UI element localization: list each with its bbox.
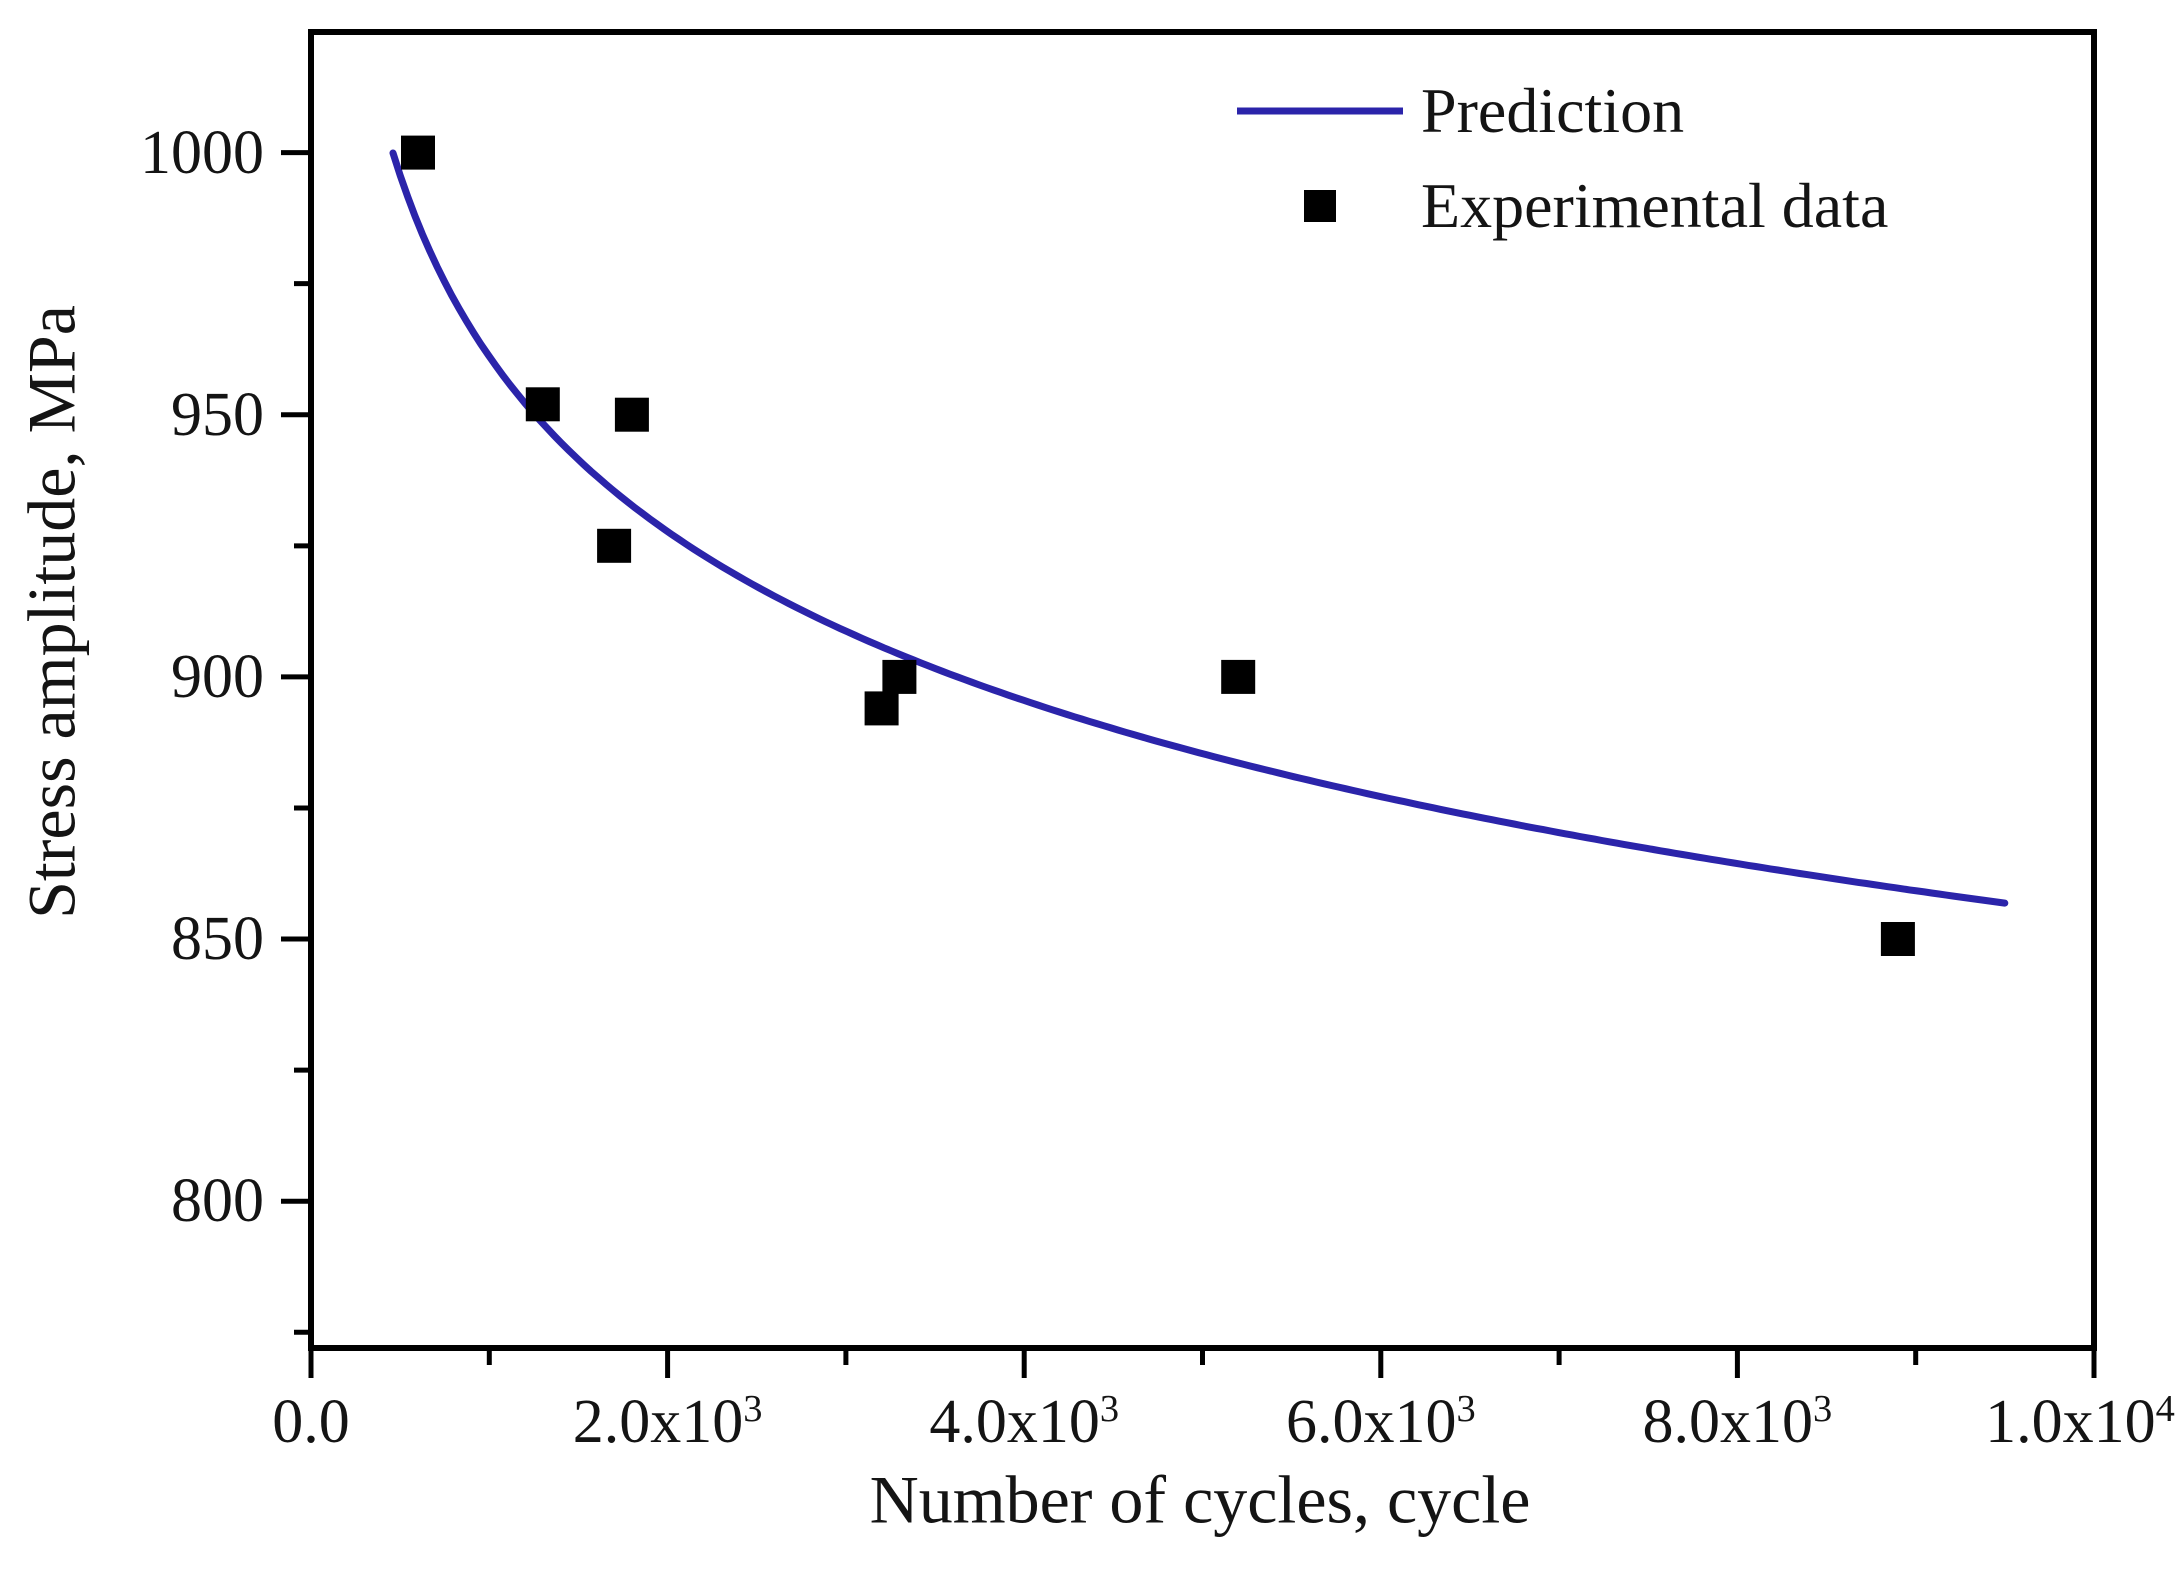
experimental-point [1221, 659, 1256, 694]
x-tick-label-text: 8.0x10 [1642, 1388, 1814, 1456]
legend-label-experimental: Experimental data [1421, 169, 1889, 241]
x-tick-label: 8.0x103 [1537, 1386, 1937, 1458]
experimental-point [1880, 922, 1915, 956]
experimental-point [882, 659, 917, 694]
y-tick-label: 900 [171, 642, 264, 711]
x-tick-label-exponent: 4 [2155, 1387, 2175, 1430]
x-tick-label: 1.0x104 [1880, 1386, 2182, 1458]
x-tick-label-exponent: 3 [1099, 1387, 1120, 1430]
x-tick-label-text: 6.0x10 [1285, 1388, 1457, 1456]
x-tick-label-text: 0.0 [272, 1388, 350, 1456]
experimental-point [525, 387, 560, 422]
experimental-point [614, 397, 649, 432]
experimental-point [401, 135, 435, 170]
x-tick-label-exponent: 3 [1813, 1387, 1833, 1430]
x-tick-label-exponent: 3 [1456, 1387, 1476, 1430]
experimental-square-icon [1304, 189, 1336, 222]
y-tick-label: 1000 [140, 118, 264, 187]
x-tick-label-text: 1.0x10 [1985, 1388, 2156, 1456]
x-axis-title: Number of cycles, cycle [869, 1461, 1531, 1538]
y-axis-title: Stress amplitude, MPa [13, 305, 90, 919]
x-tick-label: 2.0x103 [468, 1386, 868, 1458]
experimental-point [864, 691, 899, 726]
x-tick-label-text: 4.0x10 [929, 1388, 1100, 1456]
x-tick-label-exponent: 3 [743, 1387, 763, 1430]
legend-label-prediction: Prediction [1421, 74, 1685, 146]
experimental-marker-swatch [1237, 189, 1403, 222]
x-tick-label-text: 2.0x10 [572, 1388, 744, 1456]
y-tick-label: 850 [171, 905, 264, 974]
experimental-point [597, 528, 632, 563]
prediction-line-icon [1237, 107, 1403, 114]
y-tick-label: 800 [171, 1167, 264, 1236]
x-tick-label: 4.0x103 [824, 1386, 1224, 1458]
prediction-curve [389, 149, 2009, 907]
legend: Prediction Experimental data [1237, 63, 1888, 253]
y-tick-label: 950 [171, 380, 264, 449]
x-tick-label: 6.0x103 [1181, 1386, 1581, 1458]
x-tick-label: 0.0 [111, 1386, 511, 1458]
prediction-line-swatch [1237, 103, 1403, 119]
